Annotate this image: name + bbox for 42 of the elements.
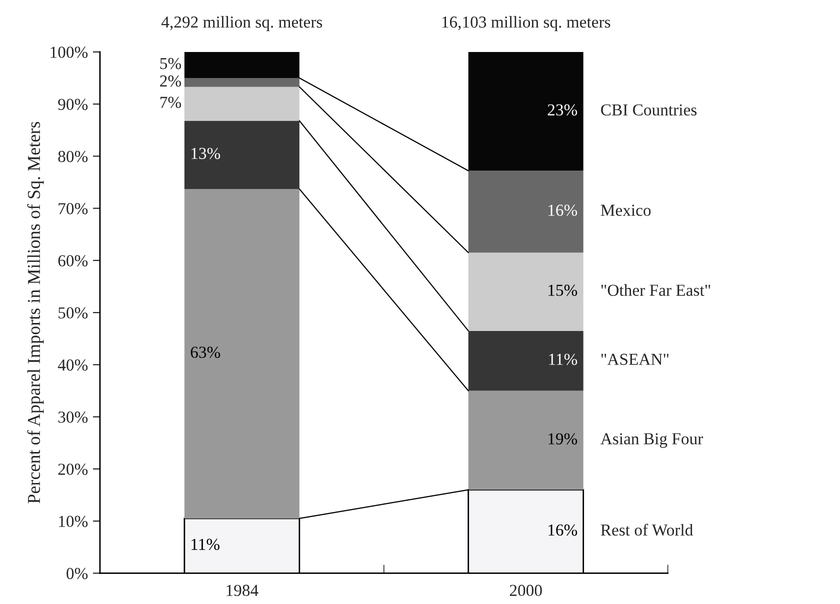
x-tick-label: 1984: [226, 584, 258, 596]
y-tick-label: 50%: [58, 307, 88, 319]
y-tick-label: 10%: [59, 516, 88, 528]
y-tick-label: 40%: [58, 359, 88, 371]
series-label: "Other Far East": [601, 284, 710, 296]
data-label: 7%: [160, 96, 182, 108]
y-tick-label: 20%: [58, 464, 88, 475]
y-tick-label: 0%: [66, 568, 88, 580]
bar: [468, 330, 584, 391]
text: 4,292 million sq. meters: [161, 16, 322, 32]
y-tick-label: 60%: [58, 255, 88, 266]
data-label: 19%: [548, 433, 578, 445]
bar: [184, 120, 300, 190]
data-label: 2%: [160, 75, 182, 87]
y-tick-label: 80%: [58, 150, 88, 162]
bar: [184, 86, 300, 121]
series-label: CBI Countries: [601, 104, 697, 116]
bar: [184, 189, 300, 518]
data-label: 11%: [549, 354, 578, 366]
y-tick-label: 30%: [58, 412, 88, 423]
data-label: 5%: [160, 58, 182, 70]
series-label: Rest of World: [600, 524, 693, 536]
data-label: 13%: [192, 148, 220, 160]
bar: [468, 390, 584, 490]
bar: [184, 78, 300, 87]
series-label: Asian Big Four: [600, 433, 704, 448]
data-label: 11%: [192, 538, 220, 550]
y-tick-label: 100%: [50, 46, 88, 58]
bar: [468, 252, 584, 331]
data-label: 15%: [548, 284, 578, 296]
data-label: 16%: [548, 204, 578, 216]
series-label: Mexico: [600, 204, 651, 216]
series-label: "ASEAN": [601, 354, 668, 365]
data-label: 16%: [548, 524, 578, 536]
data-label: 23%: [548, 104, 578, 116]
text: 16,103 million sq. meters: [442, 16, 610, 32]
y-tick-label: 90%: [58, 98, 88, 110]
data-label: 63%: [190, 346, 220, 358]
y-axis-title: Percent of Apparel Imports in Millions of Sq. Meters: [27, 122, 44, 504]
x-tick-label: 2000: [510, 584, 542, 596]
y-tick-label: 70%: [58, 203, 88, 214]
bar: [468, 170, 584, 253]
